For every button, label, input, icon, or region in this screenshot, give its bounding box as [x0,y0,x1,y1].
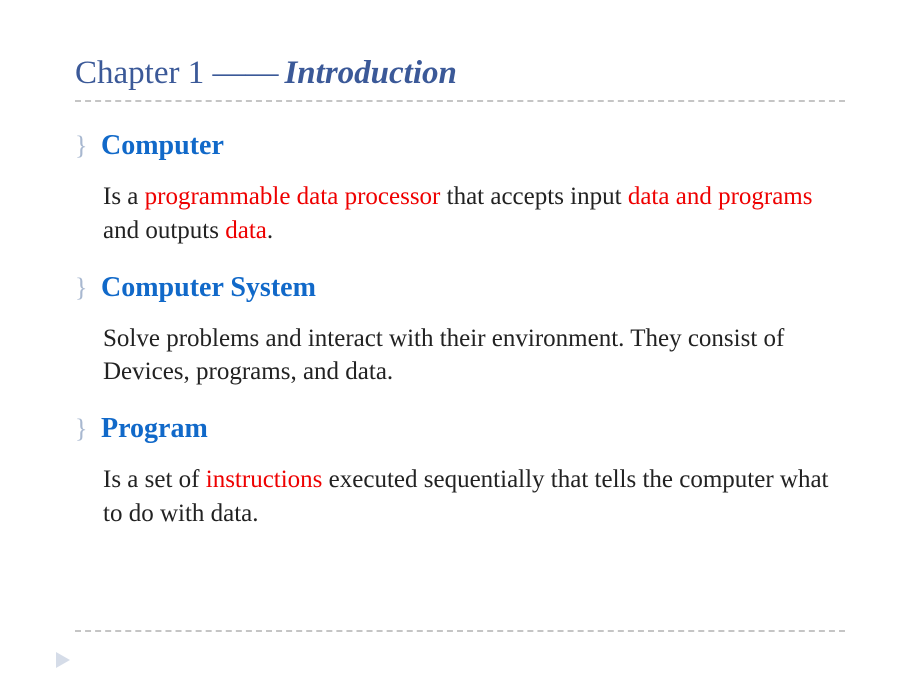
bullet-brace-icon: } [75,414,101,444]
section-heading-row: }Computer System [75,272,845,304]
bullet-brace-icon: } [75,273,101,303]
sections-container: }ComputerIs a programmable data processo… [75,130,845,531]
body-text-part: . [267,217,273,244]
slide-container: Chapter 1 —— Introduction }ComputerIs a … [0,0,920,690]
intro-label: Introduction [284,55,456,92]
section-2: }Program Is a set of instructions execute… [75,413,845,531]
highlight-text: data [225,217,267,244]
section-title: Computer [101,130,224,162]
slide-title: Chapter 1 —— Introduction [75,55,845,92]
chapter-label: Chapter 1 —— [75,55,278,92]
section-body: Is a programmable data processor that ac… [75,180,845,248]
section-heading-row: }Computer [75,130,845,162]
section-body: Is a set of instructions executed sequen… [75,463,845,531]
section-1: }Computer System Solve problems and inter… [75,272,845,390]
body-text-part: that accepts input [440,183,627,210]
divider-top [75,100,845,102]
section-title: Computer System [101,272,316,304]
body-text-part: Solve problems and interact with their e… [103,325,784,386]
body-text-part: Is a set of [103,466,206,493]
next-arrow-icon [56,652,70,668]
section-body: Solve problems and interact with their e… [75,322,845,390]
section-0: }Computer Is a programmable data processo… [75,130,845,248]
divider-bottom [75,630,845,632]
body-text-part: and outputs [103,217,225,244]
section-heading-row: }Program [75,413,845,445]
highlight-text: data and programs [628,183,813,210]
highlight-text: instructions [206,466,323,493]
bullet-brace-icon: } [75,131,101,161]
highlight-text: programmable data processor [145,183,441,210]
body-text-part: Is a [103,183,145,210]
section-title: Program [101,413,208,445]
